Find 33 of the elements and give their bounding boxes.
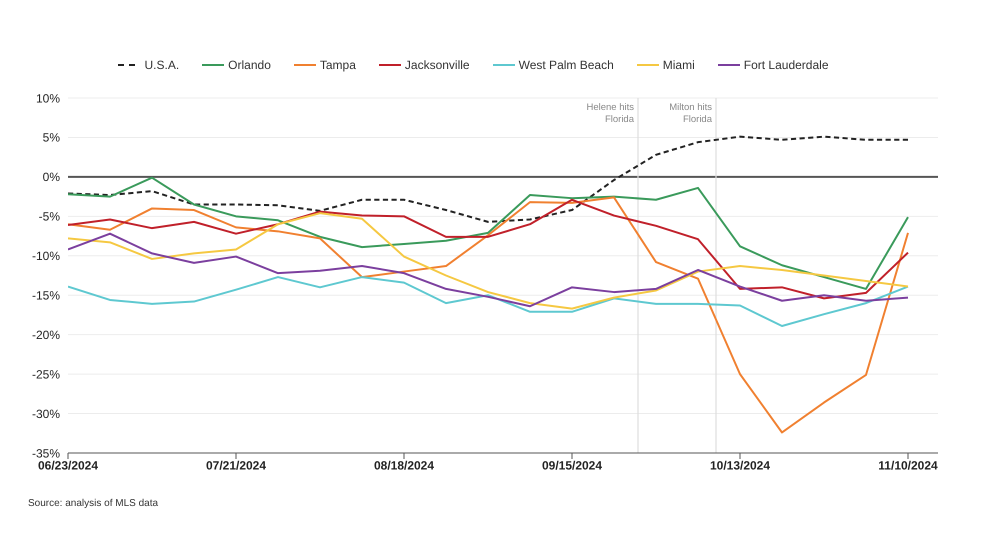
y-tick-label: -35% bbox=[32, 446, 60, 460]
x-tick-label: 11/10/2024 bbox=[878, 458, 938, 473]
y-tick-label: -25% bbox=[32, 367, 60, 382]
legend-label: West Palm Beach bbox=[518, 58, 614, 72]
x-tick-label: 10/13/2024 bbox=[710, 458, 770, 473]
y-tick-label: 10% bbox=[36, 91, 60, 106]
ref-line-label: Helene hits Florida bbox=[586, 102, 635, 125]
x-tick-label: 08/18/2024 bbox=[374, 458, 434, 473]
y-tick-label: 0% bbox=[42, 170, 60, 184]
legend-label: Tampa bbox=[320, 58, 356, 72]
line-series bbox=[68, 276, 909, 327]
source-note: Source: analysis of MLS data bbox=[28, 498, 158, 509]
y-tick-label: -5% bbox=[38, 210, 60, 224]
y-tick-label: 5% bbox=[42, 130, 60, 145]
x-tick-label: 09/15/2024 bbox=[542, 458, 602, 473]
line-series bbox=[68, 212, 909, 310]
legend-label: Jacksonville bbox=[404, 58, 470, 72]
x-tick-label: 07/21/2024 bbox=[206, 458, 266, 473]
legend-label: Miami bbox=[662, 58, 695, 72]
y-tick-label: -20% bbox=[32, 328, 60, 342]
line-series bbox=[68, 176, 909, 290]
line-series bbox=[68, 198, 909, 300]
line-series bbox=[68, 232, 909, 308]
legend-label: Fort Lauderdale bbox=[744, 58, 828, 72]
y-tick-label: -30% bbox=[32, 406, 60, 421]
y-tick-label: -10% bbox=[32, 249, 60, 264]
y-tick-label: -15% bbox=[32, 288, 60, 302]
line-series bbox=[68, 136, 909, 223]
ref-line-label: Milton hits Florida bbox=[669, 102, 713, 125]
legend-label: U.S.A. bbox=[144, 58, 180, 72]
x-tick-label: 06/23/2024 bbox=[38, 458, 98, 473]
line-series bbox=[68, 196, 909, 434]
legend-label: Orlando bbox=[228, 58, 271, 72]
